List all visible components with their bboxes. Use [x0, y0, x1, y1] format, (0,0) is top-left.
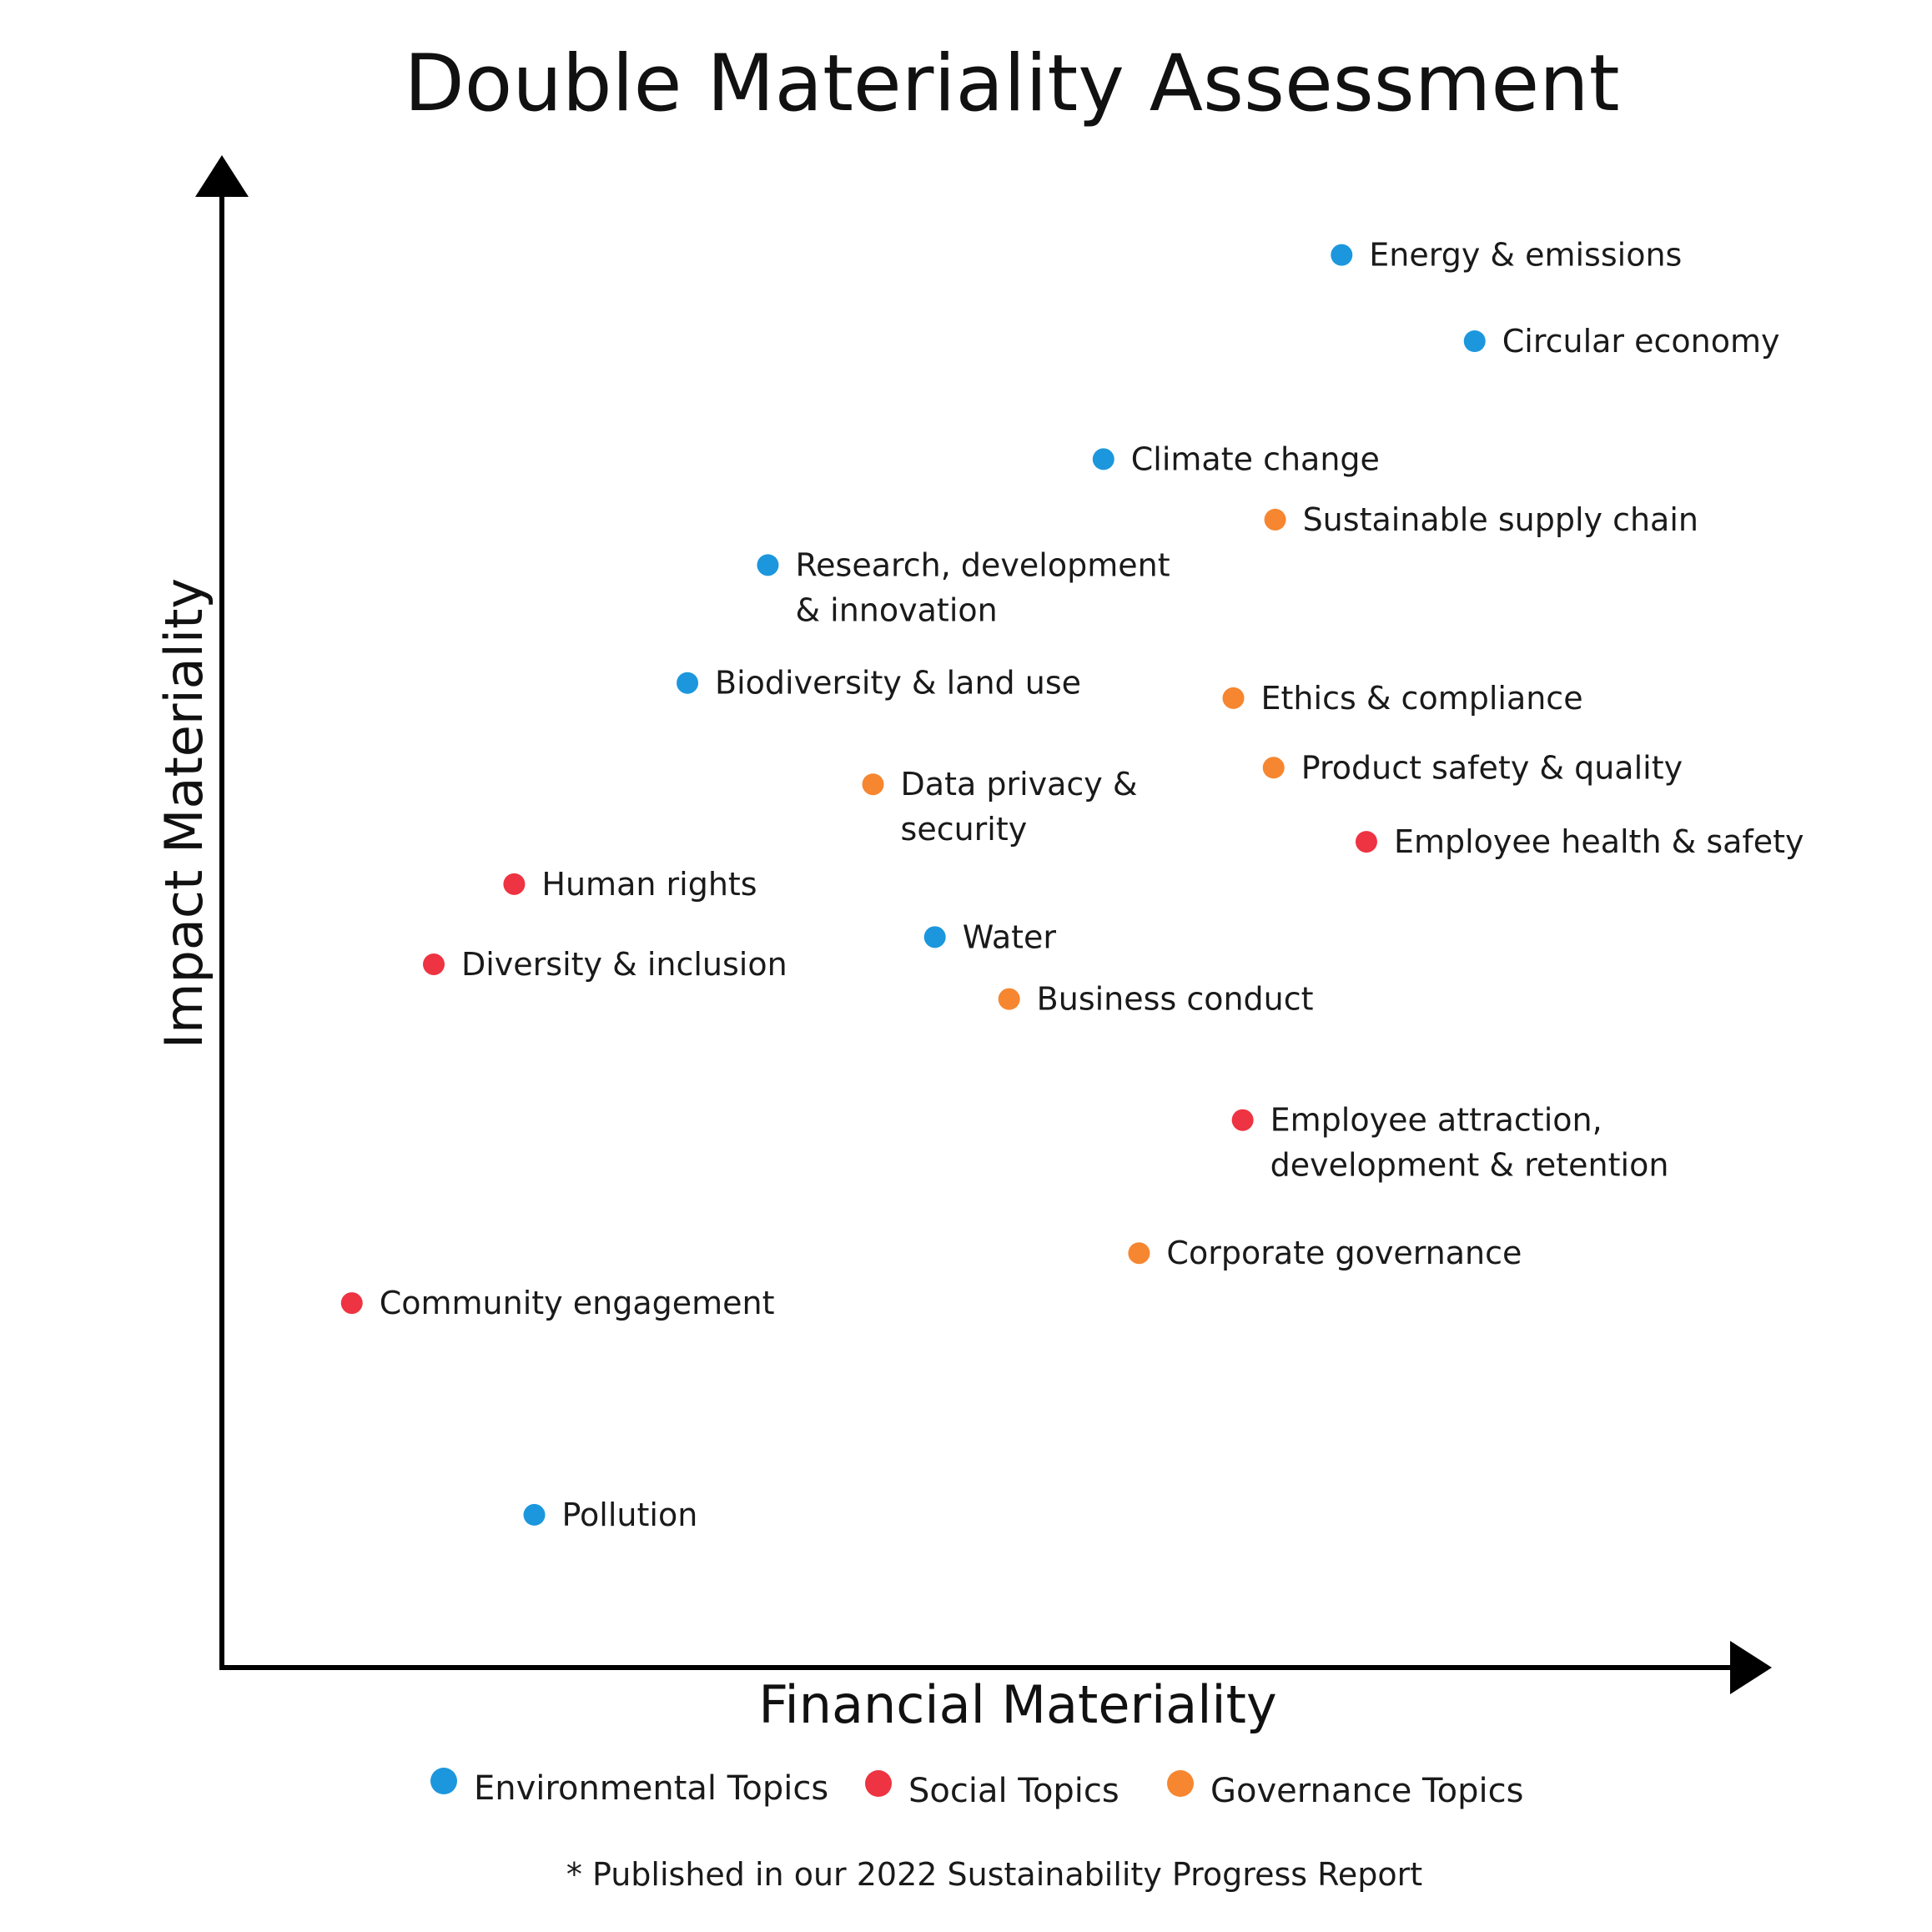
scatter-point: Energy & emissions [1331, 237, 1682, 274]
scatter-point: Ethics & compliance [1222, 680, 1583, 717]
point-label-line: Sustainable supply chain [1303, 501, 1698, 538]
point-marker [677, 672, 699, 694]
legend-item-gov: Governance Topics [1167, 1770, 1523, 1810]
point-label: Climate change [1131, 440, 1380, 477]
point-label: Ethics & compliance [1261, 680, 1583, 717]
point-label-line: security [901, 811, 1028, 848]
footnote: * Published in our 2022 Sustainability P… [566, 1856, 1422, 1893]
point-marker [1463, 330, 1486, 352]
point-label-line: Circular economy [1502, 323, 1780, 360]
point-label-line: Energy & emissions [1369, 237, 1682, 274]
scatter-point: Employee health & safety [1355, 823, 1804, 860]
legend-item-soc: Social Topics [865, 1770, 1119, 1810]
point-marker [1264, 508, 1286, 531]
scatter-point: Research, development & innovation [757, 546, 1170, 628]
scatter-point: Biodiversity & land use [677, 665, 1081, 702]
point-marker [340, 1292, 363, 1315]
point-label-line: Employee attraction, [1270, 1102, 1602, 1139]
scatter-point: Water [923, 918, 1057, 955]
point-marker [923, 926, 946, 948]
scatter-point: Employee attraction, development & retent… [1231, 1102, 1669, 1184]
scatter-point: Business conduct [998, 981, 1314, 1018]
point-label: Community engagement [380, 1285, 775, 1321]
point-label-line: Employee health & safety [1394, 823, 1804, 860]
point-label-line: Research, development [795, 546, 1170, 583]
point-marker [1128, 1242, 1150, 1265]
point-label: Employee health & safety [1394, 823, 1804, 860]
point-label: Corporate governance [1166, 1235, 1522, 1271]
point-marker [422, 953, 445, 975]
point-label: Circular economy [1502, 323, 1780, 360]
point-label: Employee attraction, development & retent… [1270, 1102, 1669, 1184]
point-label-line: Pollution [562, 1497, 698, 1533]
legend-item-env: Environmental Topics [430, 1768, 828, 1808]
point-label: Human rights [541, 866, 757, 903]
point-marker [503, 873, 526, 895]
point-marker [862, 773, 884, 796]
legend-label: Social Topics [908, 1772, 1119, 1810]
point-marker [1355, 831, 1377, 853]
point-label-line: Climate change [1131, 440, 1380, 477]
scatter-point: Climate change [1092, 440, 1380, 477]
point-label: Product safety & quality [1301, 749, 1683, 786]
legend: Environmental Topics Social Topics Governa… [430, 1768, 1523, 1810]
point-marker [523, 1503, 546, 1526]
y-axis-title: Impact Materiality [153, 578, 214, 1049]
scatter-point: Human rights [503, 866, 757, 903]
scatter-point: Circular economy [1463, 323, 1780, 360]
point-label: Biodiversity & land use [715, 665, 1081, 702]
legend-label: Governance Topics [1210, 1772, 1523, 1810]
point-label: Business conduct [1037, 981, 1314, 1018]
chart-title: Double Materiality Assessment [404, 38, 1619, 129]
point-label-line: Diversity & inclusion [461, 946, 787, 983]
point-marker [1092, 448, 1114, 470]
point-label: Research, development & innovation [795, 546, 1170, 628]
point-marker [1222, 687, 1245, 709]
point-label-line: Data privacy & [901, 766, 1138, 802]
legend-label: Environmental Topics [474, 1769, 828, 1808]
point-marker [1231, 1109, 1254, 1131]
point-label-line: & innovation [795, 591, 997, 628]
point-label: Water [963, 918, 1057, 955]
point-label-line: Business conduct [1037, 981, 1314, 1018]
point-label-line: Water [963, 918, 1057, 955]
x-axis-arrowhead [1730, 1641, 1772, 1694]
y-axis-arrowhead [195, 155, 249, 197]
point-marker [757, 554, 779, 576]
point-marker [1262, 757, 1285, 779]
point-label: Data privacy & security [901, 766, 1138, 848]
legend-marker [865, 1770, 892, 1797]
scatter-point: Sustainable supply chain [1264, 501, 1698, 538]
point-label-line: Biodiversity & land use [715, 665, 1081, 702]
point-label-line: Product safety & quality [1301, 749, 1683, 786]
legend-marker [1167, 1770, 1194, 1797]
scatter-point: Pollution [523, 1497, 698, 1533]
point-marker [998, 988, 1020, 1010]
point-label-line: Human rights [541, 866, 757, 903]
point-label: Sustainable supply chain [1303, 501, 1698, 538]
point-label-line: Corporate governance [1166, 1235, 1522, 1271]
scatter-point: Community engagement [340, 1285, 775, 1321]
point-label-line: development & retention [1270, 1147, 1669, 1184]
data-points: Energy & emissions Circular economy Climat… [340, 237, 1804, 1533]
point-label: Diversity & inclusion [461, 946, 787, 983]
point-marker [1331, 244, 1353, 266]
axes [195, 155, 1772, 1694]
scatter-point: Corporate governance [1128, 1235, 1522, 1271]
point-label-line: Ethics & compliance [1261, 680, 1583, 717]
point-label: Energy & emissions [1369, 237, 1682, 274]
point-label: Pollution [562, 1497, 698, 1533]
scatter-point: Data privacy & security [862, 766, 1138, 848]
scatter-point: Diversity & inclusion [422, 946, 787, 983]
x-axis-title: Financial Materiality [758, 1674, 1276, 1735]
legend-marker [430, 1768, 457, 1794]
point-label-line: Community engagement [380, 1285, 775, 1321]
scatter-point: Product safety & quality [1262, 749, 1683, 786]
